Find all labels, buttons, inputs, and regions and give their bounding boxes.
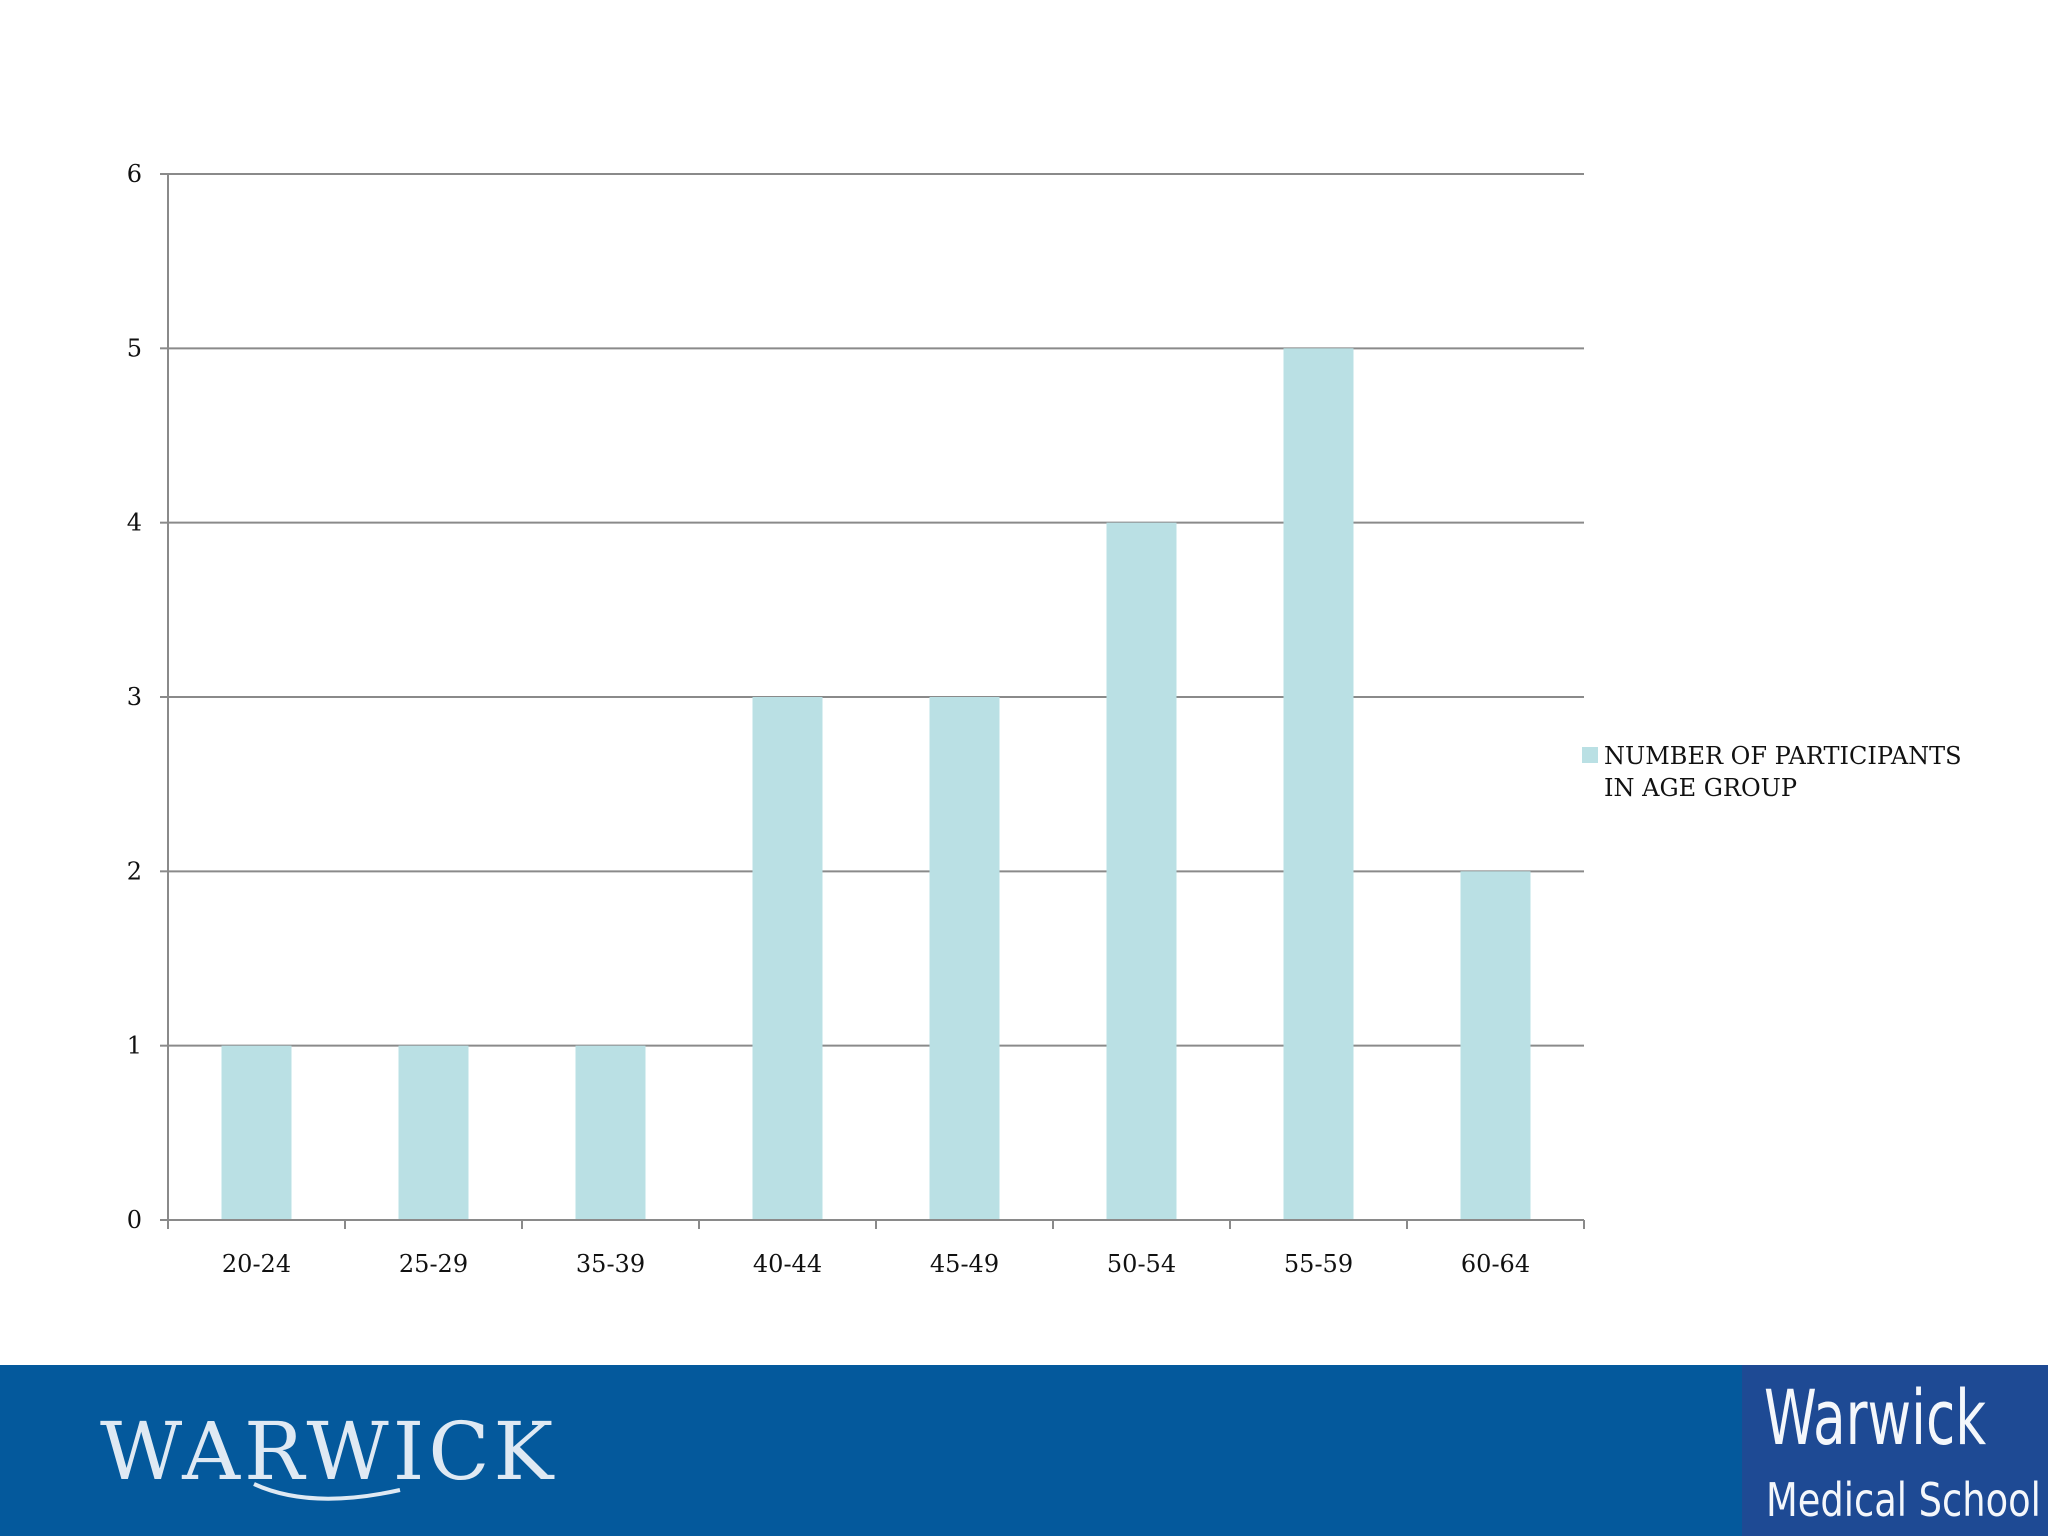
gridlines — [168, 173, 1584, 1047]
x-tick-label: 25-29 — [399, 1250, 468, 1278]
warwick-logo: WARWICK — [100, 1405, 558, 1498]
bar-45-49 — [929, 697, 1000, 1220]
x-tick-label: 45-49 — [930, 1250, 999, 1278]
x-tick-label: 50-54 — [1107, 1250, 1176, 1278]
x-tick-label: 35-39 — [576, 1250, 645, 1278]
y-tick-label: 5 — [127, 334, 142, 362]
logo-swoosh-icon — [253, 1482, 401, 1501]
legend-label-line-1: NUMBER OF PARTICIPANTS — [1604, 742, 1962, 770]
axes — [160, 173, 1585, 1229]
bar-25-29 — [398, 1045, 469, 1220]
footer-banner: WARWICK Warwick Medical School — [0, 1365, 2048, 1536]
bar-50-54 — [1106, 522, 1177, 1220]
y-tick-label: 4 — [127, 509, 142, 537]
legend: NUMBER OF PARTICIPANTS IN AGE GROUP — [1582, 742, 1962, 802]
bar-40-44 — [752, 697, 823, 1220]
y-tick-label: 0 — [127, 1206, 142, 1234]
y-tick-label: 2 — [127, 857, 142, 885]
bar-35-39 — [575, 1045, 646, 1220]
bar-55-59 — [1283, 348, 1354, 1220]
legend-swatch — [1582, 747, 1598, 763]
y-tick-label: 3 — [127, 683, 142, 711]
badge-subtitle: Medical School — [1766, 1473, 2041, 1527]
x-tick-label: 40-44 — [753, 1250, 822, 1278]
x-tick-label: 60-64 — [1461, 1250, 1530, 1278]
bar-60-64 — [1460, 871, 1531, 1220]
bar-20-24 — [221, 1045, 292, 1220]
legend-label-line-2: IN AGE GROUP — [1604, 774, 1797, 802]
bar-chart: 0 1 2 3 4 5 6 20-24 25-29 35-39 40-44 45-49 50-54 55-… — [127, 160, 1962, 1278]
badge-title: Warwick — [1764, 1373, 1987, 1462]
x-tick-label: 20-24 — [222, 1250, 291, 1278]
tick-labels: 0 1 2 3 4 5 6 20-24 25-29 35-39 40-44 45-49 50-54 55-… — [127, 160, 1530, 1278]
bars — [221, 348, 1531, 1220]
y-tick-label: 6 — [127, 160, 142, 188]
y-tick-label: 1 — [127, 1032, 142, 1060]
x-tick-label: 55-59 — [1284, 1250, 1353, 1278]
medical-school-badge: Warwick Medical School — [1742, 1365, 2048, 1536]
